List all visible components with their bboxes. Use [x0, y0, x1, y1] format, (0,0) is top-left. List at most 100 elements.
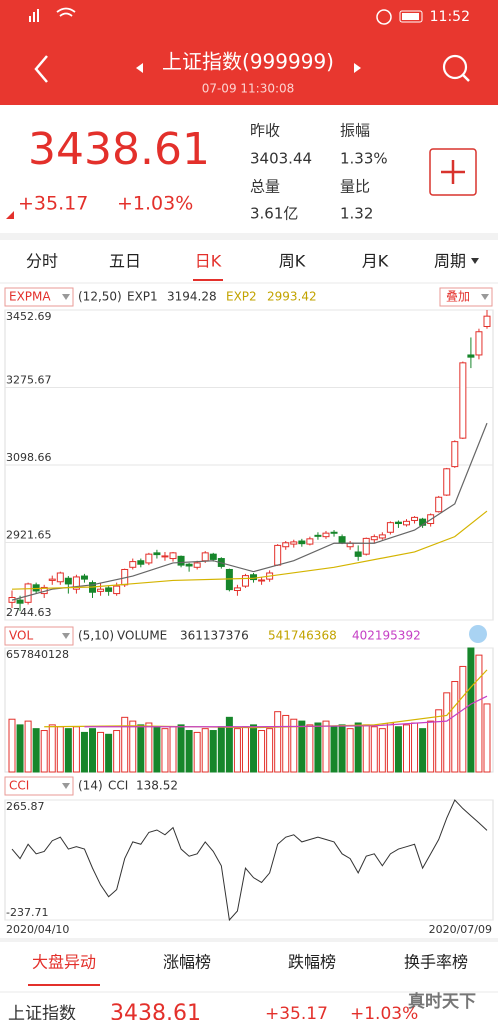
separator [0, 233, 498, 240]
volume-bar [161, 728, 169, 773]
battery [399, 10, 423, 23]
candle-body [137, 560, 145, 565]
cci-line [11, 799, 488, 922]
indicator-line [44, 669, 488, 729]
indicator-name: EXPMA [9, 290, 51, 304]
separator [0, 938, 498, 942]
volume-bar [121, 716, 129, 773]
active-underline [28, 984, 100, 986]
list-change-pct: +1.03% [350, 1004, 418, 1020]
candle-body [177, 555, 185, 566]
change: +35.17 [18, 193, 88, 215]
volume-bar [201, 728, 209, 773]
caret [481, 294, 489, 300]
add-button[interactable] [429, 148, 477, 196]
title: 上证指数(999999) [162, 50, 334, 74]
bottom-tab[interactable]: 大盘异动 [32, 953, 96, 972]
volume-bar [362, 724, 370, 773]
prev-arrow[interactable] [136, 63, 143, 73]
start-date: 2020/04/10 [6, 923, 69, 936]
volume-bar [258, 730, 266, 773]
candle-body [370, 536, 378, 541]
volume-bar [250, 724, 258, 773]
signal-icon [29, 9, 39, 22]
volume-bar [386, 722, 394, 773]
caret [62, 783, 70, 789]
params: (5,10) [78, 629, 114, 643]
candle-body [435, 496, 443, 513]
volume-bar [56, 726, 64, 773]
candle-body [411, 516, 419, 521]
candle-body [48, 578, 56, 581]
tab[interactable]: 周K [279, 252, 306, 271]
tab[interactable]: 日K [195, 252, 222, 271]
up-marker [6, 211, 14, 219]
candle-body [386, 522, 394, 533]
bottom-tab[interactable]: 跌幅榜 [288, 953, 336, 972]
params: (12,50) [78, 290, 122, 304]
active-underline [193, 279, 223, 281]
volume-bar [177, 724, 185, 773]
candle-body [16, 599, 24, 604]
candle-body [185, 563, 193, 567]
volume-bar [354, 722, 362, 773]
period-caret [471, 258, 479, 264]
exp2-name: EXP2 [226, 290, 257, 304]
candle-body [306, 538, 314, 545]
y-tick-label: 2921.65 [6, 528, 52, 541]
volume-bar [330, 726, 338, 773]
indicator-select[interactable] [4, 626, 74, 646]
indicator-line [84, 695, 488, 728]
indicator-name: VOL [9, 629, 33, 643]
volume-bar [306, 724, 314, 773]
status-time: 11:52 [430, 9, 470, 25]
volume-bar [419, 728, 427, 773]
indicator-select[interactable] [4, 287, 74, 307]
candle-body [56, 572, 64, 583]
subtitle: 07-09 11:30:08 [202, 82, 295, 96]
tab[interactable]: 五日 [109, 252, 141, 271]
volume-bar [290, 718, 298, 773]
candle-body [193, 562, 201, 568]
end-date: 2020/07/09 [429, 923, 492, 936]
tab[interactable]: 月K [362, 252, 389, 271]
candle-body [241, 575, 249, 587]
battery-level [402, 13, 419, 20]
candle-body [378, 534, 386, 539]
stat-value: 3403.44 [250, 150, 312, 168]
volume-bar [282, 714, 290, 773]
candle-body [402, 520, 410, 526]
volume-bar [169, 726, 177, 773]
list-name: 上证指数 [8, 1004, 76, 1020]
tab[interactable]: 周期 [434, 252, 466, 271]
volume-bar [427, 720, 435, 773]
wifi-icon [56, 7, 76, 17]
back-button[interactable] [34, 55, 48, 83]
candle-body [105, 587, 113, 592]
overlay-button[interactable] [439, 287, 493, 307]
candle-body [475, 331, 483, 356]
candle-body [314, 534, 322, 537]
volume-bar [225, 716, 233, 773]
candle-body [145, 553, 153, 564]
volume-bar [411, 722, 419, 773]
volume-bar [64, 728, 72, 773]
bottom-tab[interactable]: 换手率榜 [404, 953, 468, 972]
tool-icon[interactable] [469, 625, 487, 643]
bottom-tab[interactable]: 涨幅榜 [163, 953, 211, 972]
search-button[interactable] [442, 54, 470, 82]
list-price: 3438.61 [110, 1001, 201, 1020]
tab[interactable]: 分时 [26, 252, 58, 271]
candle-body [97, 588, 105, 592]
candle-body [443, 468, 451, 496]
next-arrow[interactable] [354, 63, 361, 73]
volume-bar [346, 728, 354, 773]
volume-value: 361137376 [180, 629, 249, 643]
indicator-select[interactable] [4, 776, 74, 796]
volume-bar [193, 731, 201, 773]
volume-bar [217, 726, 225, 773]
candle-body [80, 575, 88, 580]
volume-bar [145, 722, 153, 773]
candle-body [338, 536, 346, 544]
